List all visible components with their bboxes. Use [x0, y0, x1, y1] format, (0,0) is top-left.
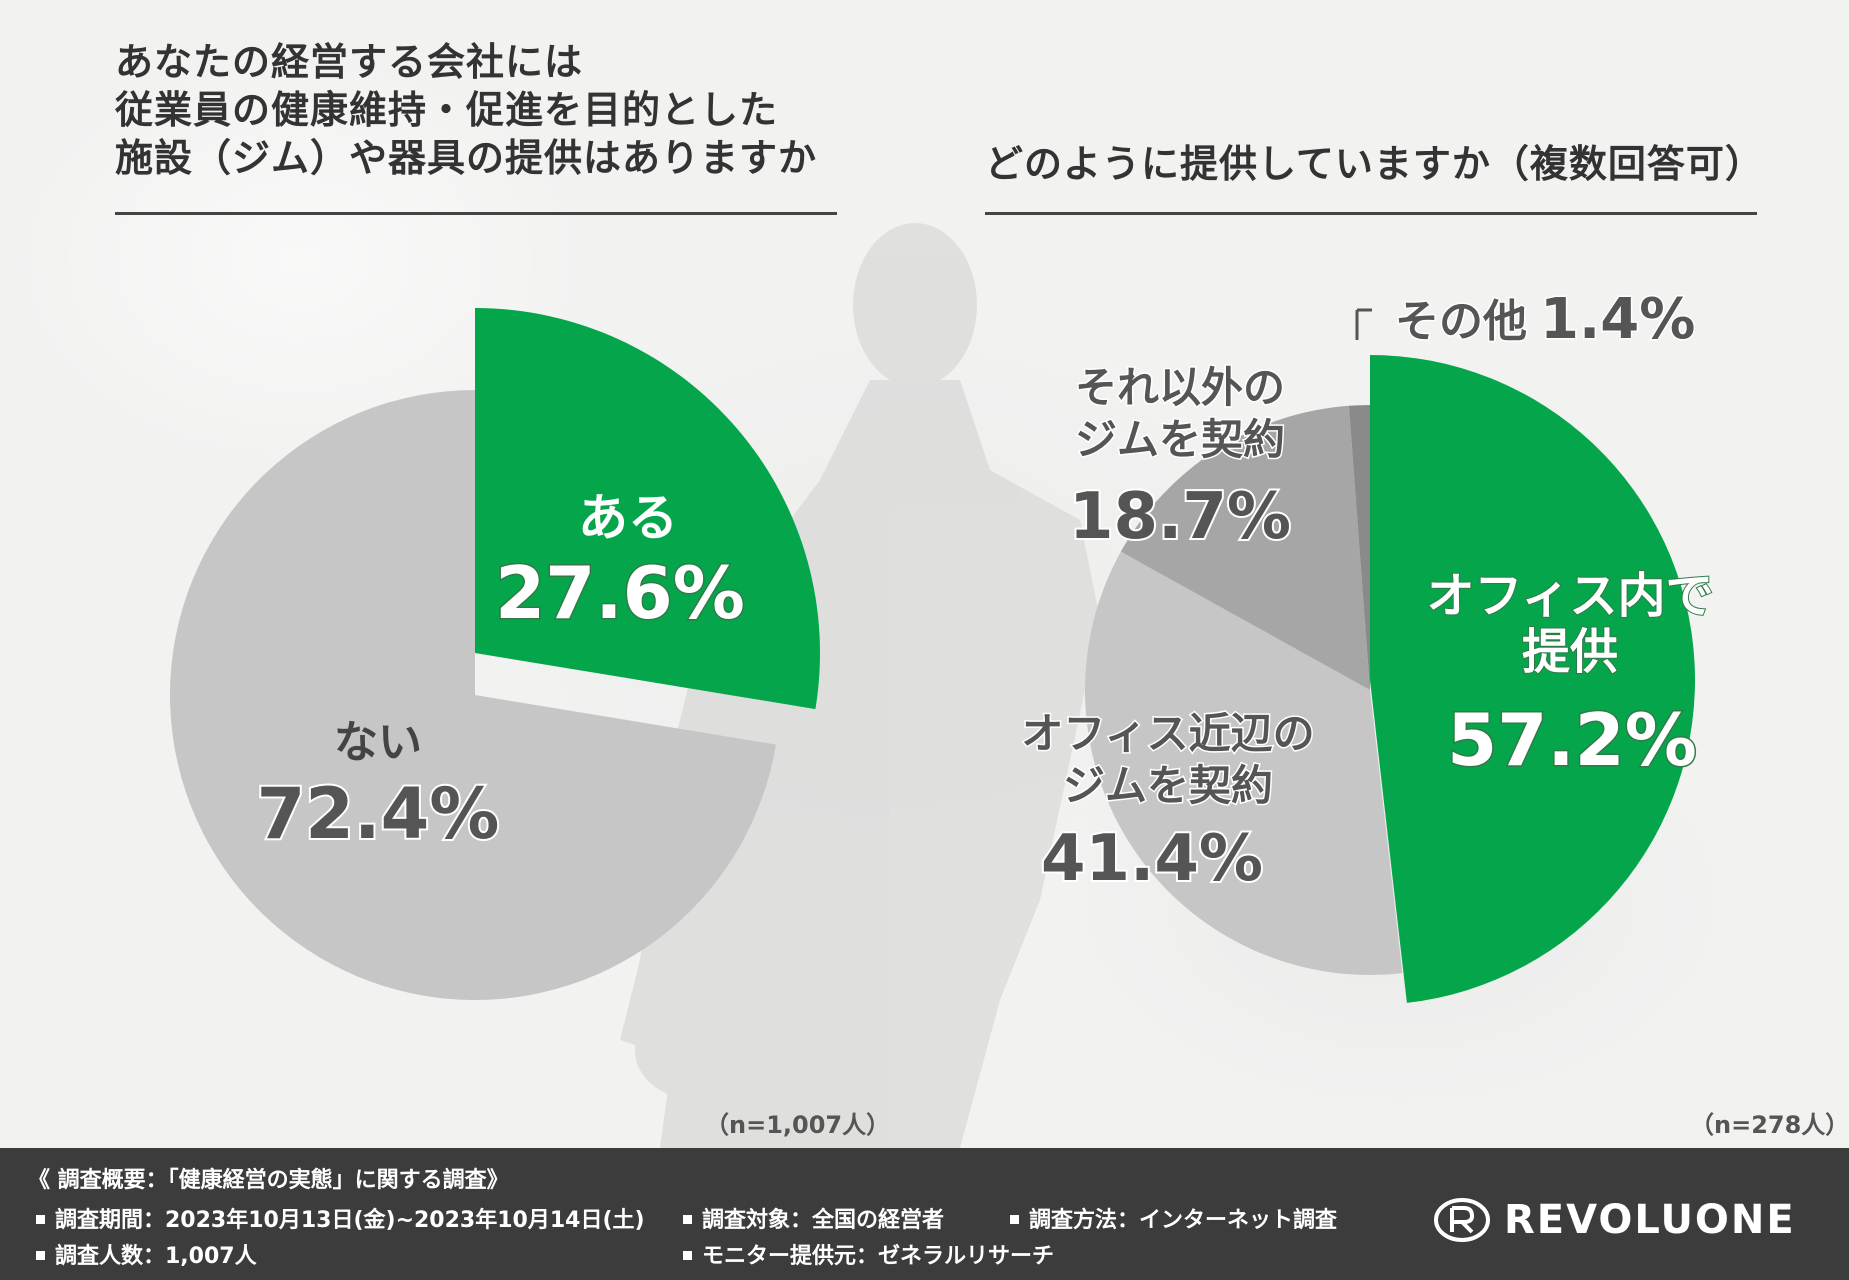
slice-label-nai: ない	[334, 717, 422, 768]
slice-value-office-nearby: 41.4%	[1041, 822, 1263, 896]
bullet-icon	[36, 1250, 45, 1260]
slice-value-aru: 27.6%	[495, 551, 745, 635]
left-pie-chart: ある 27.6% ない 72.4%	[170, 308, 820, 1000]
pie-slice-other-gym	[1120, 405, 1370, 690]
slice-label-in-office-line-2: 提供	[1522, 624, 1618, 680]
pie-slice-office-nearby	[1085, 551, 1403, 975]
survey-panel-text: モニター提供元：ゼネラルリサーチ	[702, 1244, 1055, 1269]
pie-charts: ある 27.6% ない 72.4% オフィス内で 提供 57.2% オフィス近辺…	[170, 286, 1715, 1003]
survey-footer: 《 調査概要：「健康経営の実態」に関する調査》 調査期間：2023年10月13日…	[0, 1148, 1849, 1280]
bullet-icon	[1010, 1214, 1019, 1224]
right-chart-title: どのように提供していますか（複数回答可）	[985, 140, 1765, 188]
survey-heading: 《 調査概要：「健康経営の実態」に関する調査》	[28, 1168, 509, 1193]
bullet-icon	[683, 1214, 692, 1224]
pie-slice-nai	[170, 390, 776, 1000]
left-title-line-1: あなたの経営する会社には	[115, 40, 584, 84]
slice-label-office-nearby-line-1: オフィス近辺の	[1021, 709, 1314, 758]
left-title-line-3: 施設（ジム）や器具の提供はありますか	[115, 136, 818, 180]
revoluone-logo: REVOLUONE	[1432, 1196, 1796, 1244]
left-title-line-2: 従業員の健康維持・促進を目的とした	[115, 88, 779, 132]
slice-value-nai: 72.4%	[257, 773, 500, 855]
slice-value-other-gym: 18.7%	[1069, 480, 1291, 554]
survey-method: 調査方法：インターネット調査	[1010, 1202, 1337, 1234]
slice-label-in-office-line-1: オフィス内で	[1426, 568, 1713, 624]
bullet-icon	[36, 1214, 45, 1224]
survey-period-text: 調査期間：2023年10月13日(金)~2023年10月14日(土)	[55, 1208, 645, 1233]
revoluone-logo-icon	[1434, 1198, 1490, 1242]
pie-slice-aru	[475, 308, 820, 710]
survey-count: 調査人数：1,007人	[36, 1238, 257, 1270]
right-pie-chart: オフィス内で 提供 57.2% オフィス近辺の ジムを契約 41.4% それ以外…	[1020, 286, 1715, 1003]
right-title-line: どのように提供していますか（複数回答可）	[985, 142, 1764, 186]
bullet-icon	[683, 1250, 692, 1260]
slice-value-other: 1.4%	[1540, 287, 1695, 352]
survey-method-text: 調査方法：インターネット調査	[1029, 1208, 1338, 1233]
survey-period: 調査期間：2023年10月13日(金)~2023年10月14日(土)	[36, 1202, 645, 1234]
right-title-divider	[985, 212, 1757, 215]
left-sample-size: （n=1,007人）	[705, 1111, 891, 1139]
survey-panel: モニター提供元：ゼネラルリサーチ	[683, 1238, 1054, 1270]
slice-label-other-gym-line-1: それ以外の	[1075, 363, 1285, 412]
left-chart-title: あなたの経営する会社には 従業員の健康維持・促進を目的とした 施設（ジム）や器具…	[115, 38, 835, 182]
survey-target-text: 調査対象：全国の経営者	[702, 1208, 945, 1233]
slice-value-in-office: 57.2%	[1447, 698, 1697, 782]
left-title-divider	[115, 212, 837, 215]
pie-slice-in-office	[1370, 355, 1695, 1003]
slice-label-office-nearby-line-2: ジムを契約	[1063, 761, 1273, 810]
slice-label-other-gym-line-2: ジムを契約	[1075, 415, 1285, 464]
survey-target: 調査対象：全国の経営者	[683, 1202, 944, 1234]
slice-label-other: その他	[1395, 296, 1527, 347]
slice-label-aru: ある	[578, 489, 678, 547]
pie-slice-other	[1348, 405, 1370, 690]
survey-count-text: 調査人数：1,007人	[55, 1244, 257, 1269]
logo-text: REVOLUONE	[1504, 1197, 1796, 1243]
right-sample-size: （n=278人）	[1690, 1111, 1849, 1139]
